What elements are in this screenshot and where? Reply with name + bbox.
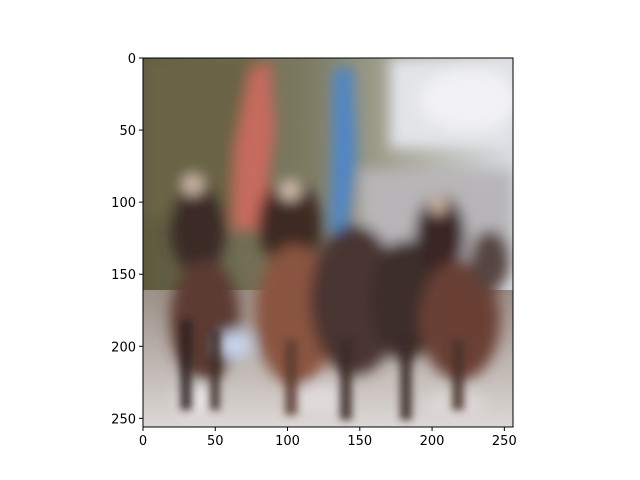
y-tick-label: 50 — [119, 124, 136, 139]
y-tick-label: 150 — [111, 268, 136, 283]
heatmap-image — [143, 58, 513, 427]
x-tick-label: 0 — [139, 434, 147, 449]
x-tick-label: 250 — [492, 434, 517, 449]
y-tick-label: 100 — [111, 196, 136, 211]
y-tick-label: 200 — [111, 340, 136, 355]
x-tick-label: 100 — [275, 434, 300, 449]
y-tick-label: 250 — [111, 412, 136, 427]
y-tick-label: 0 — [128, 52, 136, 67]
x-tick-label: 200 — [420, 434, 445, 449]
y-axis: 0 50 100 150 200 250 — [111, 52, 143, 427]
x-tick-label: 150 — [347, 434, 372, 449]
x-axis: 0 50 100 150 200 250 — [139, 427, 517, 449]
x-tick-label: 50 — [207, 434, 224, 449]
axes-frame — [142, 57, 514, 428]
